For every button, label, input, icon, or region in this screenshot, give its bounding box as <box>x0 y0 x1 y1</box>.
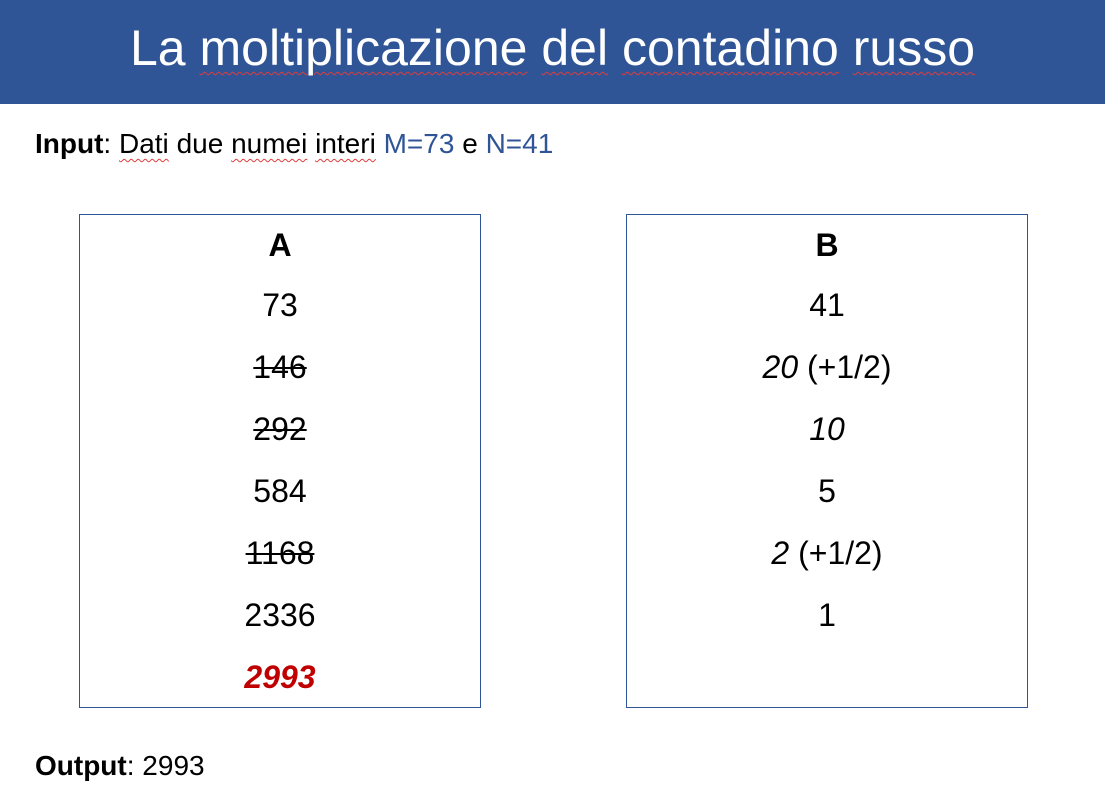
input-label: Input <box>35 128 104 159</box>
input-word: Dati <box>118 128 169 159</box>
slide-title: La moltiplicazione del contadino russo <box>0 16 1105 80</box>
input-n-value: N=41 <box>485 128 554 159</box>
input-word: e <box>462 128 478 159</box>
column-a-box: A 73 146 292 584 1168 2336 2993 <box>79 214 481 708</box>
cell-value-struck: 146 <box>253 349 307 385</box>
input-word: numei <box>231 128 308 159</box>
column-a-cell: 292 <box>80 409 480 449</box>
column-a-cell: 146 <box>80 347 480 387</box>
column-b-box: B 41 20 (+1/2) 10 5 2 (+1/2) 1 <box>626 214 1028 708</box>
input-word: due <box>176 128 224 159</box>
title-word: contadino <box>621 20 839 76</box>
cell-note: (+1/2) <box>798 349 892 385</box>
column-b-cell: 2 (+1/2) <box>627 533 1027 573</box>
input-colon: : <box>103 128 112 159</box>
column-b-header: B <box>815 227 839 263</box>
cell-note: (+1/2) <box>789 535 883 571</box>
column-b-cell: 10 <box>627 409 1027 449</box>
cell-value: 2336 <box>244 597 316 633</box>
column-a-header: A <box>268 227 292 263</box>
title-word: moltiplicazione <box>199 20 528 76</box>
cell-value: 41 <box>809 287 845 323</box>
column-b-cell: 5 <box>627 471 1027 511</box>
cell-value-even: 20 <box>762 349 799 385</box>
cell-value: 1 <box>818 597 836 633</box>
output-label: Output <box>35 750 127 781</box>
column-a-cell: 1168 <box>80 533 480 573</box>
cell-value-struck: 292 <box>253 411 307 447</box>
cell-value-struck: 1168 <box>245 535 315 571</box>
column-a-cell: 584 <box>80 471 480 511</box>
title-word: russo <box>852 20 976 76</box>
cell-value: 73 <box>262 287 298 323</box>
column-b-cell: 41 <box>627 285 1027 325</box>
input-m-value: M=73 <box>383 128 455 159</box>
output-value: : 2993 <box>126 750 205 781</box>
input-word: interi <box>315 128 376 159</box>
cell-value: 584 <box>253 473 307 509</box>
cell-value-even: 10 <box>809 411 845 447</box>
cell-value-even: 2 <box>771 535 790 571</box>
column-a-result: 2993 <box>80 657 480 697</box>
title-word: La <box>129 20 186 76</box>
column-b-cell: 20 (+1/2) <box>627 347 1027 387</box>
column-a-cell: 2336 <box>80 595 480 635</box>
title-bar: La moltiplicazione del contadino russo <box>0 0 1105 104</box>
cell-value: 5 <box>818 473 836 509</box>
column-b-cell: 1 <box>627 595 1027 635</box>
title-word: del <box>541 20 609 76</box>
output-line: Output: 2993 <box>35 746 205 786</box>
column-a-cell: 73 <box>80 285 480 325</box>
result-value: 2993 <box>244 659 316 695</box>
input-line: Input: Dati due numei interi M=73 e N=41 <box>35 124 553 164</box>
